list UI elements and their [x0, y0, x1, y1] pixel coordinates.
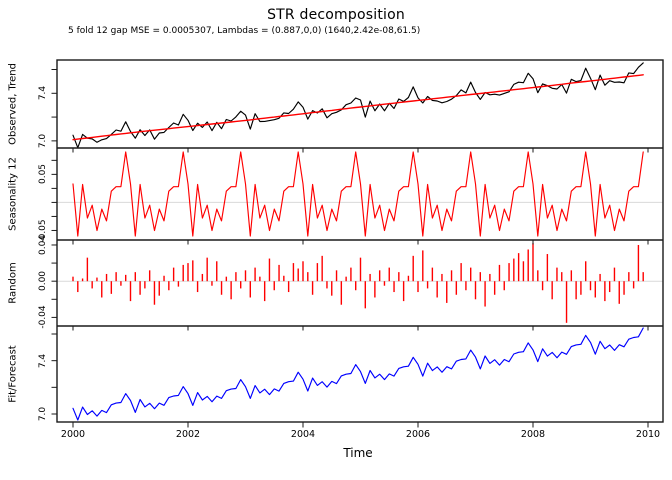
y-tick-label: -0.04	[38, 305, 48, 329]
y-tick-label: 7.4	[38, 85, 48, 101]
y-tick-label: 7.0	[38, 133, 48, 149]
observed-series	[72, 62, 644, 149]
fit-series	[72, 327, 644, 421]
x-axis-title: Time	[343, 446, 373, 460]
y-axis-label-seasonality-12: Seasonality 12	[7, 157, 19, 231]
chart-title: STR decomposition	[267, 7, 405, 23]
y-axis-label-random: Random	[7, 262, 19, 304]
x-tick-label: 2000	[60, 429, 86, 440]
plot-frame	[56, 59, 664, 423]
seasonal-series	[72, 151, 644, 237]
y-tick-label: 7.4	[38, 353, 48, 369]
x-tick-label: 2006	[405, 429, 431, 440]
x-tick-label: 2010	[635, 429, 661, 440]
y-axis-label-observed-trend: Observed, Trend	[7, 63, 19, 145]
x-tick-label: 2004	[290, 429, 316, 440]
y-tick-label: 0.00	[38, 270, 48, 292]
trend-series	[72, 74, 644, 141]
x-tick-label: 2008	[520, 429, 546, 440]
y-tick-label: 7.0	[38, 406, 48, 422]
y-tick-label: 0.04	[38, 234, 48, 256]
y-tick-label: 0.05	[38, 163, 48, 185]
x-tick-label: 2002	[175, 429, 201, 440]
y-axis-label-fit-forecast: Fit/Forecast	[7, 345, 19, 403]
chart-subtitle: 5 fold 12 gap MSE = 0.0005307, Lambdas =…	[68, 26, 421, 36]
